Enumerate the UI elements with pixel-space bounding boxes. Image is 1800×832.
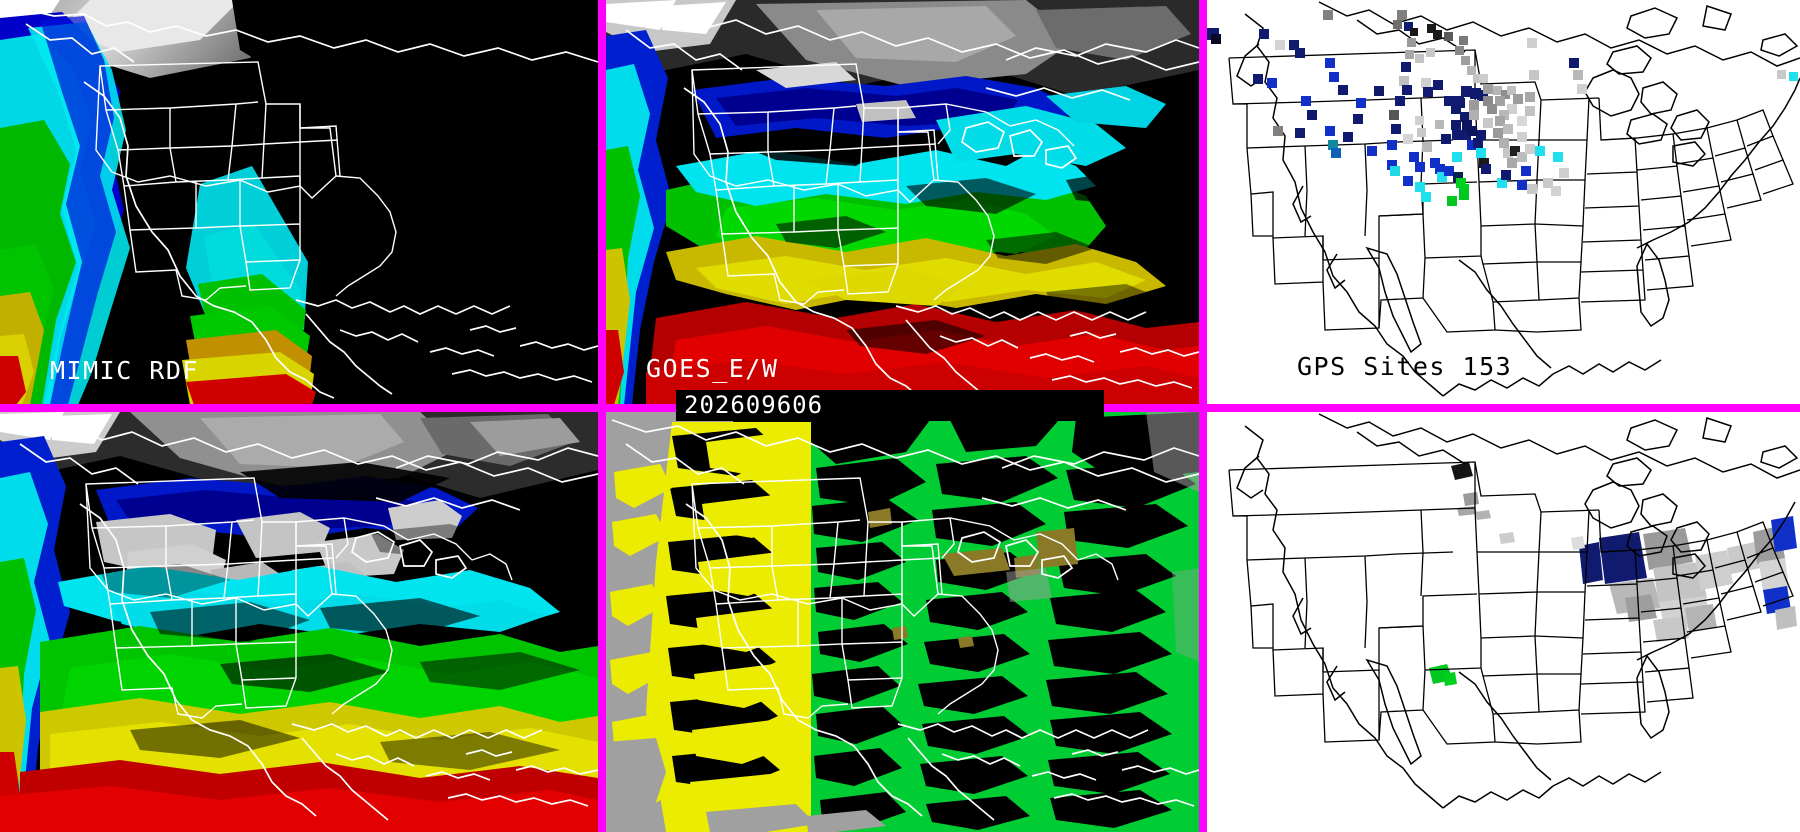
divider-vertical-right-lower: [1199, 412, 1207, 832]
gps-extrap-map-overlay: [1228, 414, 1800, 808]
panel-goes-ew[interactable]: GOES_E/W: [606, 0, 1199, 405]
gps-site-markers: [1207, 10, 1798, 206]
divider-vertical-right: [1199, 0, 1207, 412]
panel-gps-extrap[interactable]: GPS_Extrap: [1207, 412, 1800, 832]
panel-label-gps-sites: GPS Sites 153: [1297, 352, 1513, 381]
gps-sites-map: [1207, 0, 1800, 405]
timestamp-overlay-value: 202609606: [684, 391, 824, 419]
goes-map-overlay: [612, 8, 1199, 400]
timestamp-bar-overlay: 202609606: [676, 390, 1104, 419]
mimic-map-overlay: [10, 6, 598, 398]
gps-extrap-map: [1207, 412, 1800, 832]
dsc-map-overlay: [612, 420, 1199, 820]
panel-label-goes-ew: GOES_E/W: [646, 354, 779, 383]
goes-ew-raster: [606, 0, 1199, 405]
btpw-raster: [0, 412, 598, 832]
panel-data-source-code[interactable]: Data_Source_Code: [606, 412, 1199, 832]
data-source-code-raster: [606, 412, 1199, 832]
mimic-rdf-raster: [0, 0, 598, 405]
panel-label-mimic-rdf: MIMIC RDF: [50, 356, 199, 385]
divider-vertical-left: [598, 0, 606, 412]
divider-vertical-left-lower: [598, 412, 606, 832]
panel-btpw[interactable]: bTPW_2020_42: [0, 412, 598, 832]
panel-gps-sites[interactable]: GPS Sites 153: [1207, 0, 1800, 405]
panel-mimic-rdf[interactable]: MIMIC RDF: [0, 0, 598, 405]
btpw-map-overlay: [6, 420, 598, 820]
